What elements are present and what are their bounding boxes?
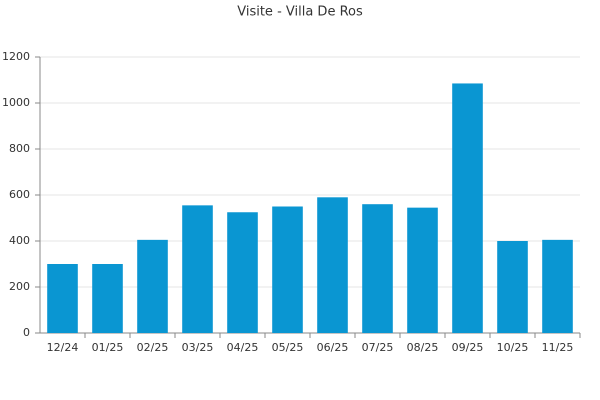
- bar: [272, 206, 303, 333]
- y-tick-label: 400: [9, 234, 30, 247]
- x-tick-label: 12/24: [47, 341, 79, 354]
- y-tick-label: 0: [23, 326, 30, 339]
- bar: [92, 264, 123, 333]
- x-tick-label: 02/25: [137, 341, 169, 354]
- y-tick-label: 1000: [2, 96, 30, 109]
- x-tick-label: 05/25: [272, 341, 304, 354]
- x-tick-label: 10/25: [497, 341, 529, 354]
- bar: [452, 83, 483, 333]
- bar: [317, 197, 348, 333]
- bar: [227, 212, 258, 333]
- y-tick-label: 200: [9, 280, 30, 293]
- x-tick-label: 06/25: [317, 341, 349, 354]
- bar: [182, 205, 213, 333]
- bar: [47, 264, 78, 333]
- x-tick-label: 11/25: [542, 341, 574, 354]
- y-tick-label: 600: [9, 188, 30, 201]
- x-tick-label: 09/25: [452, 341, 484, 354]
- bar: [497, 241, 528, 333]
- x-tick-label: 03/25: [182, 341, 214, 354]
- x-tick-label: 08/25: [407, 341, 439, 354]
- x-tick-label: 07/25: [362, 341, 394, 354]
- chart-title: Visite - Villa De Ros: [237, 5, 363, 20]
- x-tick-label: 04/25: [227, 341, 259, 354]
- bar: [542, 239, 573, 333]
- y-tick-label: 1200: [2, 50, 30, 63]
- y-tick-label: 800: [9, 142, 30, 155]
- x-tick-label: 01/25: [92, 341, 124, 354]
- bar: [407, 207, 438, 333]
- bar: [362, 204, 393, 333]
- bar: [137, 239, 168, 333]
